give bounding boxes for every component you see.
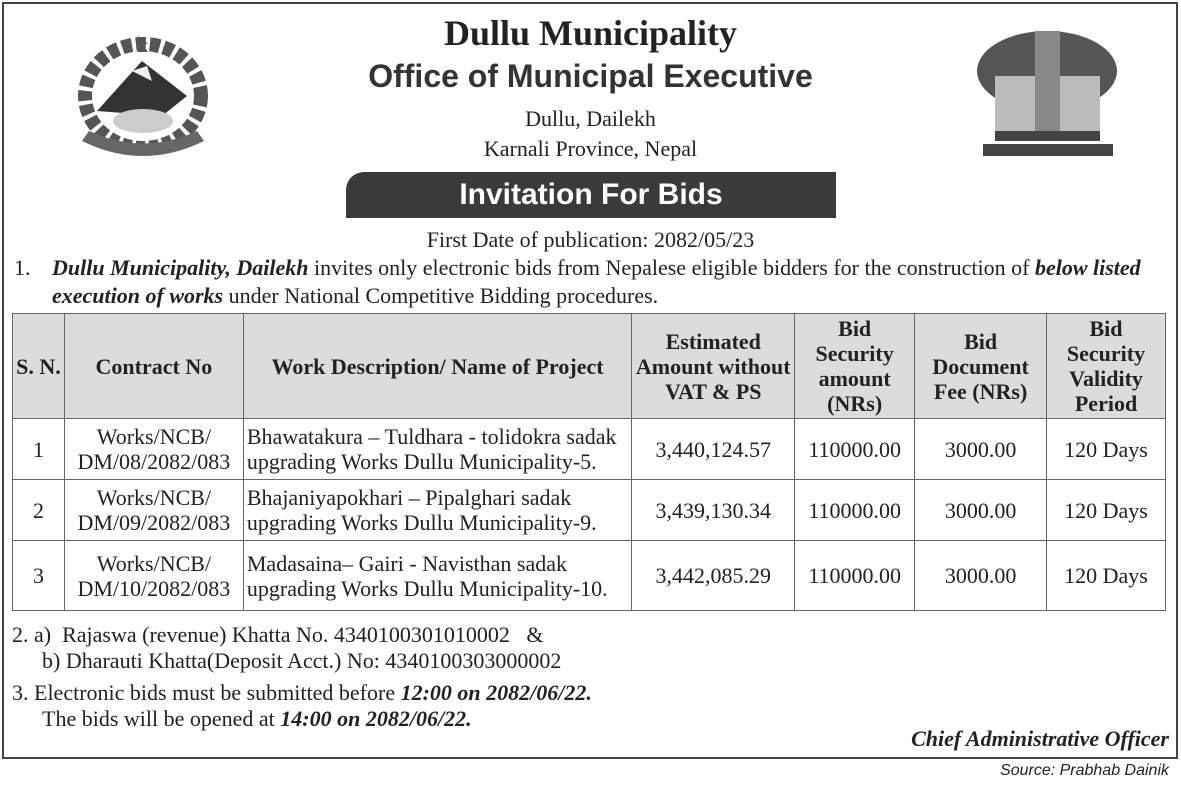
para1-emphasis: below listed execution of works [52,255,1141,308]
col-header: Contract No [63,313,244,419]
cell: Works/NCB/ DM/09/2082/083 [63,479,244,541]
notice-frame [2,2,1178,759]
table-header-row: S. N. Contract No Work Description/ Name… [12,313,1166,419]
para3-text-2: The bids will be opened at [42,706,281,731]
cell: 120 Days [1046,540,1166,611]
cell: 3,442,085.29 [631,540,796,611]
office-name: Office of Municipal Executive [368,58,813,94]
banner-title: Invitation For Bids [346,172,836,218]
table-row: 2 Works/NCB/ DM/09/2082/083 Bhajaniyapokha… [12,479,1166,541]
cell: 110000.00 [794,418,916,480]
para3-line2: The bids will be opened at 14:00 on 2082… [42,705,472,733]
signature: Chief Administrative Officer [911,726,1169,751]
cell: 3000.00 [914,479,1048,541]
cell: 3000.00 [914,540,1048,611]
col-header: Bid Document Fee (NRs) [914,313,1048,419]
cell: 3000.00 [914,418,1048,480]
cell: 120 Days [1046,479,1166,541]
col-header: Work Description/ Name of Project [242,313,633,419]
cell: 120 Days [1046,418,1166,480]
table-row: 1 Works/NCB/ DM/08/2082/083 Bhawatakura – … [12,418,1166,480]
col-header: Bid Security amount (NRs) [794,313,916,419]
para1-org: Dullu Municipality, Dailekh [52,255,309,280]
para1-text: invites only electronic bids from Nepale… [308,255,1035,280]
address: Dullu, Dailekh Karnali Province, Nepal [0,104,1181,164]
nepal-emblem-icon [78,36,208,156]
publication-date: First Date of publication: 2082/05/23 [426,227,755,252]
cell: 110000.00 [794,479,916,541]
para3-text: 3. Electronic bids must be submitted bef… [12,680,401,705]
cell: Madasaina– Gairi - Navisthan sadak upgra… [242,540,633,611]
col-header: S. N. [12,313,65,419]
col-header: Estimated Amount without VAT & PS [631,313,796,419]
para2-a: 2. a) Rajaswa (revenue) Khatta No. 43401… [12,622,544,647]
para1-number: 1. [14,255,31,280]
cell: 110000.00 [794,540,916,611]
para1-text-end: under National Competitive Bidding proce… [223,283,659,308]
municipality-logo-icon [977,31,1117,156]
table-row: 3 Works/NCB/ DM/10/2082/083 Madasaina– Gai… [12,540,1166,611]
cell: Bhawatakura – Tuldhara - tolidokra sadak… [242,418,633,480]
para2-b: b) Dharauti Khatta(Deposit Acct.) No: 43… [42,648,562,673]
cell: 3,440,124.57 [631,418,796,480]
bids-table: S. N. Contract No Work Description/ Name… [12,313,1166,611]
org-name: Dullu Municipality [443,13,738,53]
cell: 1 [12,418,65,480]
col-header: Bid Security Validity Period [1046,313,1166,419]
address-line-1: Dullu, Dailekh [525,106,656,131]
cell: 2 [12,479,65,541]
para1: Dullu Municipality, Dailekh invites only… [52,254,1172,310]
source-credit: Source: Prabhab Dainik [1000,762,1169,779]
para3-line1: 3. Electronic bids must be submitted bef… [12,679,592,707]
cell: 3 [12,540,65,611]
cell: Works/NCB/ DM/08/2082/083 [63,418,244,480]
para3-deadline: 12:00 on 2082/06/22. [400,680,592,705]
cell: Bhajaniyapokhari – Pipalghari sadak upgr… [242,479,633,541]
cell: 3,439,130.34 [631,479,796,541]
para3-opening: 14:00 on 2082/06/22. [280,706,472,731]
cell: Works/NCB/ DM/10/2082/083 [63,540,244,611]
address-line-2: Karnali Province, Nepal [483,136,698,161]
